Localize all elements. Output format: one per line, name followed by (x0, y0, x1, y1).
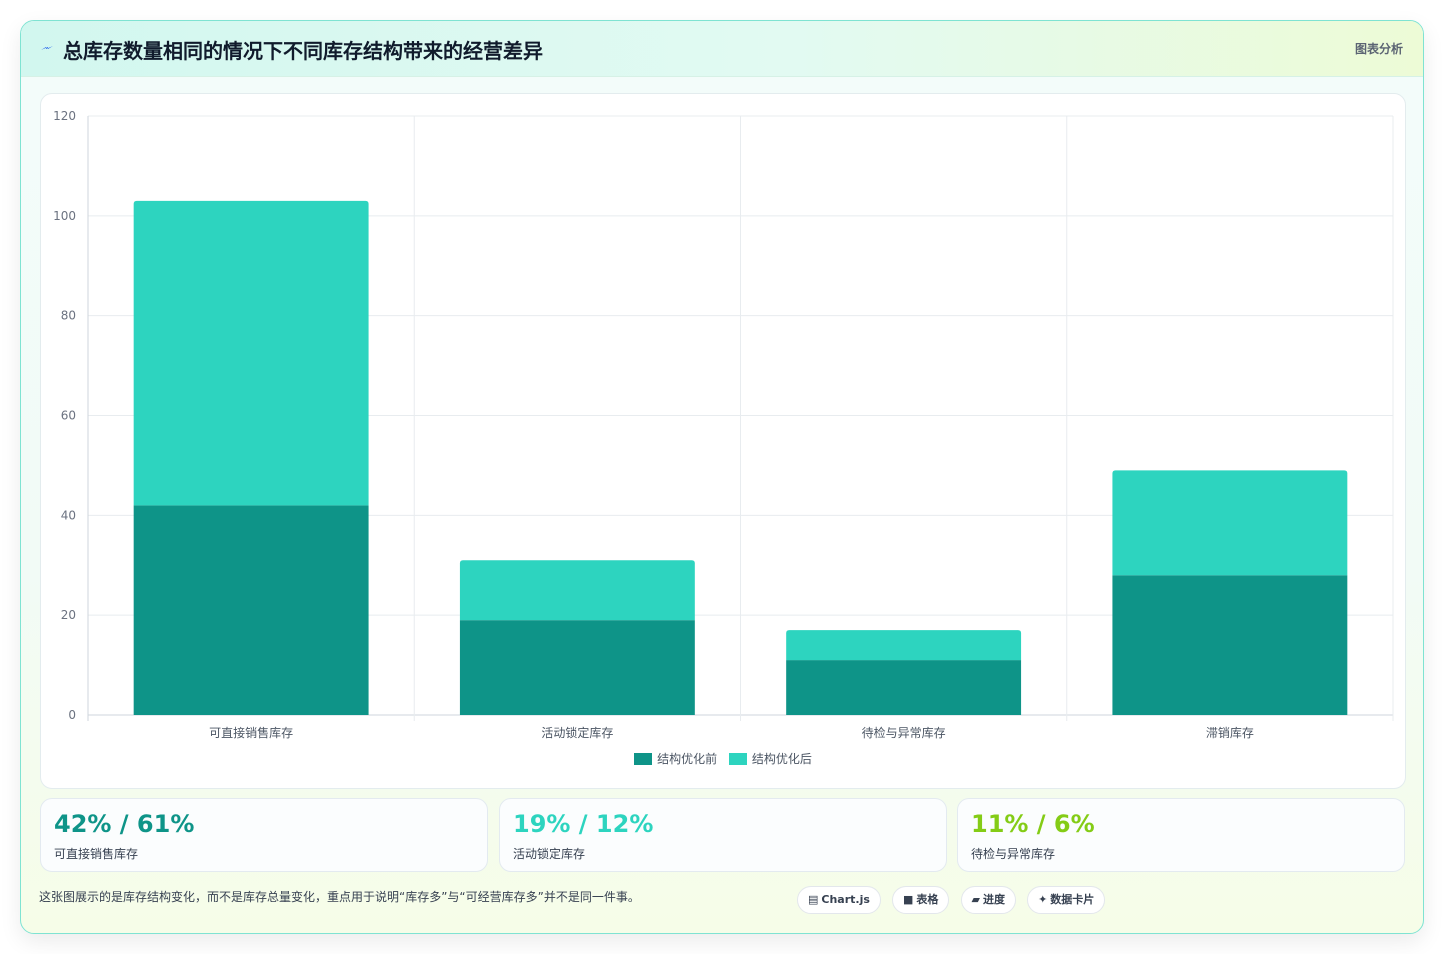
progress-icon: ▰ (971, 893, 980, 906)
y-tick-label: 120 (53, 109, 76, 123)
kpi-card-locked: 19% / 12% 活动锁定库存 (499, 798, 947, 872)
footer-note: 这张图展示的是库存结构变化，而不是库存总量变化，重点用于说明“库存多”与“可经营… (39, 890, 640, 904)
lightning-icon (41, 46, 53, 50)
chart-icon: ▤ (808, 893, 819, 906)
y-tick-label: 0 (68, 708, 76, 722)
x-tick-label: 活动锁定库存 (541, 725, 613, 740)
kpi-card-sellable: 42% / 61% 可直接销售库存 (40, 798, 488, 872)
bar-segment (786, 660, 1022, 715)
pill-data-card[interactable]: ✦ 数据卡片 (1027, 886, 1106, 914)
kpi-value: 11% / 6% (971, 810, 1095, 838)
chart-card: 总库存数量相同的情况下不同库存结构带来的经营差异 图表分析 0 20 40 60 80 1… (20, 20, 1424, 934)
pill-chartjs[interactable]: ▤ Chart.js (797, 886, 881, 914)
y-tick-label: 20 (61, 608, 76, 622)
card-header: 总库存数量相同的情况下不同库存结构带来的经营差异 图表分析 (21, 21, 1423, 77)
sparkle-icon: ✦ (1038, 893, 1048, 906)
y-tick-label: 80 (61, 309, 76, 323)
bar-segment (459, 620, 695, 715)
kpi-label: 待检与异常库存 (971, 847, 1056, 861)
chart-analysis-tag[interactable]: 图表分析 (1354, 42, 1403, 56)
kpi-label: 可直接销售库存 (54, 847, 139, 861)
kpi-card-pending: 11% / 6% 待检与异常库存 (957, 798, 1405, 872)
bar-segment (459, 560, 695, 621)
kpi-value: 42% / 61% (54, 810, 195, 838)
bar-segment (133, 200, 369, 506)
y-tick-label: 100 (53, 209, 76, 223)
pill-table[interactable]: ■ 表格 (892, 886, 950, 914)
pill-label: 表格 (916, 893, 939, 906)
bar-segment (133, 505, 369, 715)
table-icon: ■ (903, 893, 914, 906)
pill-label: 数据卡片 (1050, 893, 1095, 906)
kpi-value: 19% / 12% (513, 810, 654, 838)
bar-segment (1112, 575, 1348, 715)
legend-label-before: 结构优化前 (657, 752, 718, 766)
pill-label: 进度 (982, 893, 1005, 906)
x-tick-label: 待检与异常库存 (862, 725, 946, 740)
chart-legend: 结构优化前 结构优化后 (41, 750, 1405, 767)
pill-label: Chart.js (821, 893, 870, 906)
legend-item-before[interactable]: 结构优化前 (634, 750, 717, 767)
bar-segment (1112, 470, 1348, 576)
legend-item-after[interactable]: 结构优化后 (728, 750, 812, 767)
chart-panel: 0 20 40 60 80 100 120 可直接销售库存 活动锁定库存 待检与异常库存 滞销库存 … (40, 93, 1406, 789)
feature-pills: ▤ Chart.js ■ 表格 ▰ 进度 ✦ 数据卡片 (797, 886, 1111, 914)
legend-label-after: 结构优化后 (751, 752, 812, 766)
x-tick-label: 可直接销售库存 (209, 725, 293, 740)
x-tick-label: 滞销库存 (1206, 725, 1254, 740)
kpi-label: 活动锁定库存 (513, 847, 586, 861)
page-title: 总库存数量相同的情况下不同库存结构带来的经营差异 (63, 39, 543, 63)
y-tick-label: 40 (61, 508, 76, 522)
legend-swatch-before (634, 753, 653, 765)
pill-progress[interactable]: ▰ 进度 (960, 886, 1016, 914)
bar-segment (786, 630, 1022, 661)
legend-swatch-after (728, 753, 747, 765)
stacked-bar-chart: 0 20 40 60 80 100 120 可直接销售库存 活动锁定库存 待检与异常库存 滞销库存 (53, 109, 1394, 740)
y-tick-label: 60 (61, 409, 76, 423)
